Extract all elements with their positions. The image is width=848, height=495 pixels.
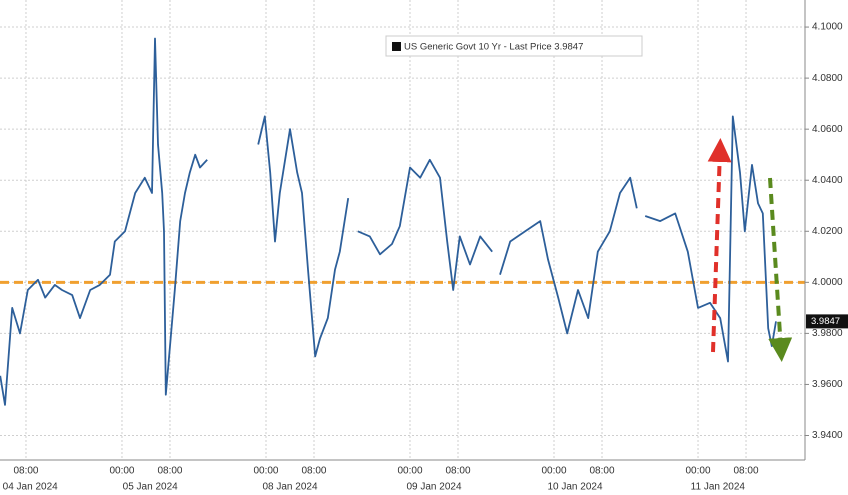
- legend-box: [385, 35, 643, 57]
- x-tick-label: 00:00: [397, 466, 422, 477]
- x-tick-label: 08:00: [734, 466, 759, 477]
- date-label: 04 Jan 2024: [3, 482, 58, 493]
- y-tick-label: 4.0800: [812, 73, 843, 84]
- x-tick-label: 00:00: [685, 466, 710, 477]
- grid: [0, 0, 805, 460]
- y-tick-label: 4.0400: [812, 175, 843, 186]
- y-tick-label: 4.0600: [812, 124, 843, 135]
- y-tick-label: 3.9400: [812, 430, 843, 441]
- date-label: 10 Jan 2024: [547, 482, 602, 493]
- y-tick-label: 4.0000: [812, 277, 843, 288]
- x-tick-label: 08:00: [301, 466, 326, 477]
- lines: [0, 37, 805, 406]
- y-tick-label: 4.0200: [812, 226, 843, 237]
- y-tick-label: 3.9800: [812, 328, 843, 339]
- last-price-box: [806, 314, 848, 329]
- green-arrow: [768, 177, 793, 362]
- x-tick-label: 08:00: [445, 466, 470, 477]
- x-tick-label: 08:00: [157, 466, 182, 477]
- y-tick-label: 3.9600: [812, 379, 843, 390]
- y-tick-label: 4.1000: [812, 22, 843, 33]
- plot-area: [0, 0, 805, 460]
- x-tick-label: 08:00: [13, 466, 38, 477]
- last-price-label: 3.9847: [811, 316, 840, 327]
- date-label: 11 Jan 2024: [691, 482, 746, 493]
- price-line: [0, 37, 777, 406]
- x-tick-label: 00:00: [253, 466, 278, 477]
- x-tick-label: 00:00: [541, 466, 566, 477]
- legend: US Generic Govt 10 Yr - Last Price 3.984…: [385, 35, 643, 57]
- x-tick-label: 00:00: [109, 466, 134, 477]
- date-label: 09 Jan 2024: [406, 482, 461, 493]
- date-label: 08 Jan 2024: [262, 482, 317, 493]
- legend-label: US Generic Govt 10 Yr - Last Price 3.984…: [404, 42, 583, 53]
- red-arrow: [707, 138, 732, 353]
- legend-swatch: [392, 42, 401, 51]
- date-label: 05 Jan 2024: [123, 482, 178, 493]
- x-tick-label: 08:00: [589, 466, 614, 477]
